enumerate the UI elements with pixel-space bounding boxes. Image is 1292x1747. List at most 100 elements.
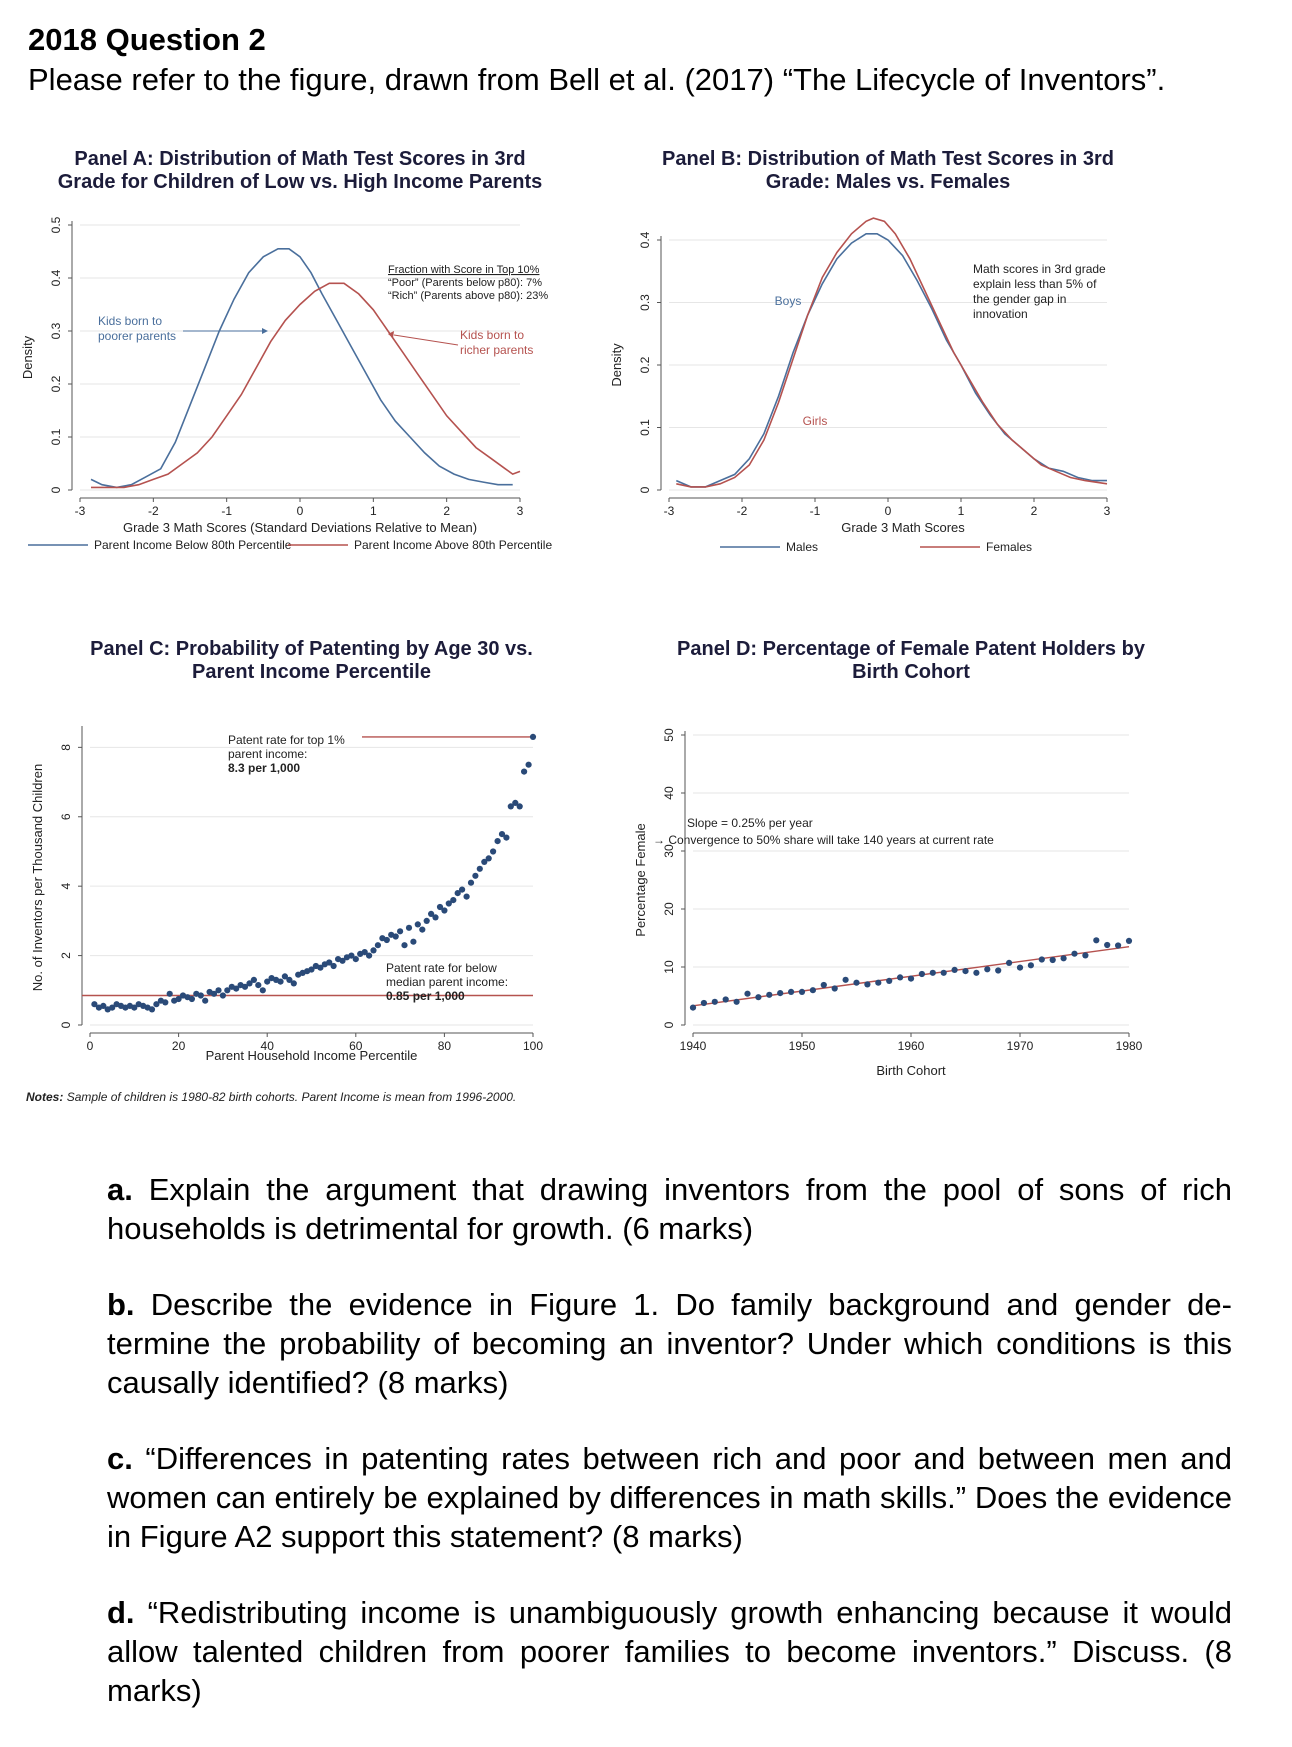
- panel-b-y-tick-label: 0.1: [638, 419, 652, 436]
- panel-a-x-tick-label: 0: [297, 504, 304, 518]
- panel-c-x-tick-label: 100: [523, 1039, 543, 1053]
- panel-d-data-point: [886, 977, 893, 984]
- panel-a-y-tick-label: 0.4: [49, 269, 63, 286]
- panel-d-data-point: [1071, 950, 1078, 957]
- question-b: b. Describe the evidence in Figure 1. Do…: [107, 1285, 1232, 1402]
- panel-c-data-point: [472, 872, 479, 879]
- panel-a-y-tick-label: 0.2: [49, 375, 63, 392]
- panel-a-poor-label: Kids born to: [98, 314, 162, 328]
- panel-d-chart: Panel D: Percentage of Female Patent Hol…: [633, 638, 1146, 1078]
- panel-b-x-tick-label: -1: [810, 504, 821, 518]
- panel-c-data-point: [188, 995, 195, 1003]
- panel-c-data-point: [361, 949, 368, 956]
- panel-c-data-point: [148, 1006, 156, 1013]
- panel-d-data-point: [788, 988, 795, 995]
- panel-c-data-point: [436, 903, 444, 911]
- panel-d-slope-note: → Convergence to 50% share will take 140…: [653, 833, 994, 847]
- panel-d-data-point: [995, 967, 1002, 974]
- panel-c-data-point: [423, 917, 430, 924]
- panel-a-chart: Panel A: Distribution of Math Test Score…: [20, 148, 552, 552]
- panel-a-poor-arrowhead: [262, 328, 268, 334]
- panel-c-data-point: [308, 966, 315, 973]
- panel-c-data-point: [326, 959, 333, 966]
- notes-text: Sample of children is 1980-82 birth coho…: [66, 1090, 517, 1104]
- panel-d-y-tick-label: 20: [662, 902, 676, 916]
- panel-c-data-point: [428, 910, 435, 917]
- panel-c-data-point: [233, 985, 240, 992]
- panel-b-series-line-2: [676, 217, 1108, 488]
- panel-c-data-point: [410, 938, 417, 945]
- panel-b-chart: Panel B: Distribution of Math Test Score…: [609, 148, 1114, 554]
- panel-d-y-tick-label: 10: [662, 960, 676, 974]
- panel-a-top10-annotation: “Poor” (Parents below p80): 7%: [388, 277, 542, 289]
- panel-c-data-point: [432, 914, 439, 921]
- panel-c-x-tick-label: 60: [349, 1039, 363, 1053]
- panel-d-data-point: [864, 981, 871, 988]
- panel-d-data-point: [1049, 956, 1056, 964]
- panel-d-data-point: [951, 966, 958, 973]
- panel-c-data-point: [405, 924, 413, 931]
- panel-b-legend-label: Females: [986, 540, 1032, 554]
- panel-c-y-tick-label: 6: [59, 813, 73, 820]
- panel-b-x-axis-label: Grade 3 Math Scores: [841, 520, 965, 535]
- panel-a-x-tick-label: -3: [75, 504, 86, 518]
- panel-d-y-tick-label: 40: [662, 786, 676, 800]
- panel-d-data-point: [733, 998, 740, 1005]
- panel-c-title-line: Panel C: Probability of Patenting by Age…: [90, 638, 533, 660]
- panel-a-x-axis-label: Grade 3 Math Scores (Standard Deviations…: [123, 520, 477, 535]
- panel-a-x-tick-label: -1: [221, 504, 232, 518]
- panel-c-data-point: [485, 855, 492, 862]
- panel-d-data-point: [897, 974, 904, 981]
- panel-c-data-point: [250, 976, 257, 983]
- panel-c-data-point: [516, 803, 523, 810]
- panel-d-data-point: [973, 969, 980, 976]
- figure-notes: Notes: Sample of children is 1980-82 bir…: [26, 1090, 516, 1104]
- panel-c-x-tick-label: 20: [172, 1039, 186, 1053]
- panel-b-note: the gender gap in: [973, 292, 1066, 306]
- panel-c-x-tick-label: 40: [261, 1039, 275, 1053]
- panel-a: Panel A: Distribution of Math Test Score…: [20, 148, 608, 615]
- panel-c-data-point: [463, 893, 470, 900]
- panel-a-series-line-2: [91, 282, 521, 489]
- panel-c-data-point: [339, 957, 346, 964]
- panel-d-data-point: [853, 979, 860, 986]
- panel-c-data-point: [481, 858, 488, 865]
- panel-d-data-point: [722, 996, 729, 1003]
- panel-d-data-point: [940, 969, 947, 976]
- panel-c-median-label: Patent rate for below: [386, 961, 497, 975]
- panel-c-data-point: [419, 926, 426, 933]
- panel-d-data-point: [1038, 956, 1045, 963]
- panel-c-data-point: [392, 933, 399, 940]
- question-c: c. “Differences in patenting rates betwe…: [107, 1439, 1232, 1556]
- panel-c-data-point: [131, 1004, 138, 1011]
- panel-d: Panel D: Percentage of Female Patent Hol…: [633, 638, 1225, 1085]
- panel-b-x-tick-label: -2: [737, 504, 748, 518]
- question-intro: Please refer to the figure, drawn from B…: [28, 62, 1166, 97]
- panel-b-y-axis-label: Density: [609, 343, 624, 387]
- panel-a-top10-annotation: “Rich” (Parents above p80): 23%: [388, 290, 548, 302]
- panel-c-data-point: [348, 952, 355, 959]
- panel-c-data-point: [383, 936, 390, 944]
- panel-c-data-point: [397, 928, 404, 935]
- panel-b-note: explain less than 5% of: [973, 277, 1097, 291]
- panel-c-data-point: [366, 952, 373, 959]
- panel-d-data-point: [918, 970, 925, 978]
- panel-b-x-tick-label: 1: [958, 504, 965, 518]
- panel-d-data-point: [1125, 937, 1133, 944]
- panel-d-data-point: [798, 988, 806, 995]
- panel-a-y-tick-label: 0: [49, 486, 63, 493]
- panel-d-data-point: [777, 990, 784, 997]
- panel-c-data-point: [286, 976, 293, 983]
- panel-d-data-point: [700, 999, 707, 1007]
- question-list: a. Explain the argument that drawing inv…: [107, 1170, 1232, 1747]
- panel-d-data-point: [1104, 941, 1111, 949]
- panel-c-title-line: Parent Income Percentile: [192, 661, 431, 683]
- panel-c-data-point: [91, 1001, 98, 1008]
- question-a: a. Explain the argument that drawing inv…: [107, 1170, 1232, 1248]
- panel-c-y-tick-label: 8: [59, 744, 73, 751]
- panel-b-x-tick-label: -3: [664, 504, 675, 518]
- panel-c-data-point: [264, 978, 271, 985]
- panel-c-x-tick-label: 80: [438, 1039, 452, 1053]
- panel-a-title-line: Grade for Children of Low vs. High Incom…: [58, 171, 543, 193]
- panel-c-data-point: [215, 987, 222, 994]
